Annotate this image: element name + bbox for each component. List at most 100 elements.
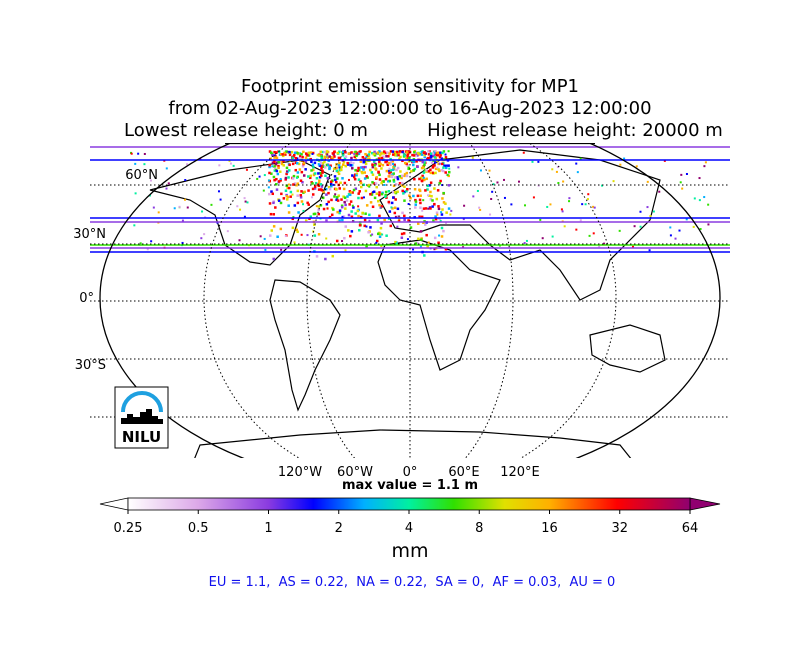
- sensitivity-cell: [407, 160, 411, 163]
- sensitivity-cell: [429, 154, 433, 158]
- sensitivity-cell: [306, 154, 309, 157]
- sensitivity-cell: [284, 176, 288, 180]
- sensitivity-cell: [143, 163, 146, 166]
- sensitivity-cell: [510, 203, 513, 206]
- sensitivity-cell: [324, 187, 328, 191]
- sensitivity-cell: [400, 236, 404, 240]
- sensitivity-cell: [379, 162, 382, 166]
- sensitivity-cell: [236, 205, 239, 208]
- sensitivity-cell: [388, 152, 391, 155]
- sensitivity-cell: [288, 163, 291, 167]
- sensitivity-cell: [340, 168, 343, 172]
- sensitivity-cell: [284, 153, 287, 156]
- sensitivity-cell: [436, 166, 439, 169]
- sensitivity-cell: [309, 174, 313, 178]
- sensitivity-cell: [285, 195, 289, 198]
- sensitivity-cell: [646, 180, 649, 183]
- sensitivity-cell: [380, 152, 383, 155]
- sensitivity-cell: [674, 237, 677, 240]
- sensitivity-cell: [388, 171, 391, 175]
- sensitivity-cell: [327, 164, 330, 167]
- sensitivity-cell: [479, 208, 482, 211]
- sensitivity-cell: [245, 168, 248, 171]
- sensitivity-cell: [707, 203, 710, 206]
- sensitivity-cell: [300, 233, 303, 236]
- sensitivity-cell: [439, 219, 442, 222]
- sensitivity-cell: [183, 198, 186, 201]
- colorbar-tick-label: 16: [541, 521, 558, 536]
- sensitivity-cell: [396, 190, 399, 193]
- sensitivity-cell: [263, 174, 266, 177]
- sensitivity-cell: [339, 181, 342, 185]
- sensitivity-cell: [295, 228, 299, 232]
- sensitivity-cell: [412, 248, 415, 251]
- sensitivity-cell: [375, 239, 379, 243]
- sensitivity-cell: [502, 178, 505, 181]
- sensitivity-cell: [398, 219, 401, 222]
- sensitivity-cell: [274, 154, 277, 158]
- sensitivity-cell: [268, 192, 271, 196]
- sensitivity-cell: [434, 152, 437, 155]
- sensitivity-cell: [439, 179, 442, 183]
- sensitivity-cell: [680, 173, 683, 176]
- sensitivity-cell: [429, 181, 433, 184]
- sensitivity-cell: [296, 189, 300, 193]
- sensitivity-cell: [389, 157, 392, 161]
- sensitivity-cell: [357, 178, 361, 181]
- sensitivity-cell: [357, 152, 361, 156]
- sensitivity-cell: [601, 184, 604, 187]
- sensitivity-cell: [352, 162, 355, 165]
- sensitivity-cell: [435, 197, 439, 201]
- sensitivity-cell: [244, 200, 247, 203]
- sensitivity-cell: [279, 153, 283, 156]
- sensitivity-cell: [401, 150, 404, 154]
- region-summary: EU = 1.1, AS = 0.22, NA = 0.22, SA = 0, …: [209, 575, 616, 590]
- sensitivity-cell: [353, 177, 357, 181]
- sensitivity-cell: [546, 205, 549, 208]
- sensitivity-cell: [681, 187, 684, 190]
- sensitivity-cell: [393, 190, 397, 194]
- sensitivity-cell: [584, 203, 587, 206]
- sensitivity-cell: [424, 152, 428, 155]
- sensitivity-cell: [389, 224, 393, 228]
- sensitivity-cell: [342, 215, 346, 218]
- sensitivity-cell: [405, 162, 408, 166]
- sensitivity-cell: [275, 177, 278, 181]
- sensitivity-cell: [372, 182, 376, 185]
- sensitivity-cell: [394, 215, 397, 218]
- sensitivity-cell: [321, 150, 324, 154]
- sensitivity-cell: [291, 226, 295, 230]
- sensitivity-cell: [434, 167, 438, 171]
- sensitivity-cell: [436, 213, 439, 216]
- sensitivity-cell: [422, 221, 425, 225]
- sensitivity-cell: [143, 152, 146, 155]
- sensitivity-cell: [445, 211, 448, 214]
- colorbar-tick-label: 64: [682, 521, 699, 536]
- sensitivity-cell: [287, 186, 291, 190]
- sensitivity-cell: [442, 150, 446, 153]
- sensitivity-cell: [399, 170, 402, 173]
- sensitivity-cell: [277, 166, 280, 170]
- sensitivity-cell: [382, 150, 386, 153]
- sensitivity-cell: [393, 153, 397, 157]
- sensitivity-cell: [432, 159, 435, 162]
- sensitivity-cell: [199, 158, 202, 161]
- sensitivity-cell: [444, 156, 448, 159]
- sensitivity-cell: [394, 151, 398, 155]
- sensitivity-cell: [280, 162, 284, 166]
- sensitivity-cell: [307, 175, 310, 178]
- sensitivity-cell: [350, 151, 353, 154]
- sensitivity-cell: [448, 167, 451, 170]
- sensitivity-cell: [328, 215, 332, 219]
- sensitivity-cell: [300, 153, 303, 156]
- sensitivity-cell: [303, 190, 306, 194]
- sensitivity-cell: [428, 184, 431, 187]
- sensitivity-cell: [392, 180, 396, 183]
- sensitivity-cell: [518, 180, 521, 183]
- sensitivity-cell: [318, 175, 322, 179]
- sensitivity-cell: [272, 175, 276, 179]
- sensitivity-cell: [296, 151, 299, 155]
- sensitivity-cell: [423, 168, 427, 172]
- sensitivity-cell: [631, 245, 634, 248]
- sensitivity-cell: [322, 165, 325, 169]
